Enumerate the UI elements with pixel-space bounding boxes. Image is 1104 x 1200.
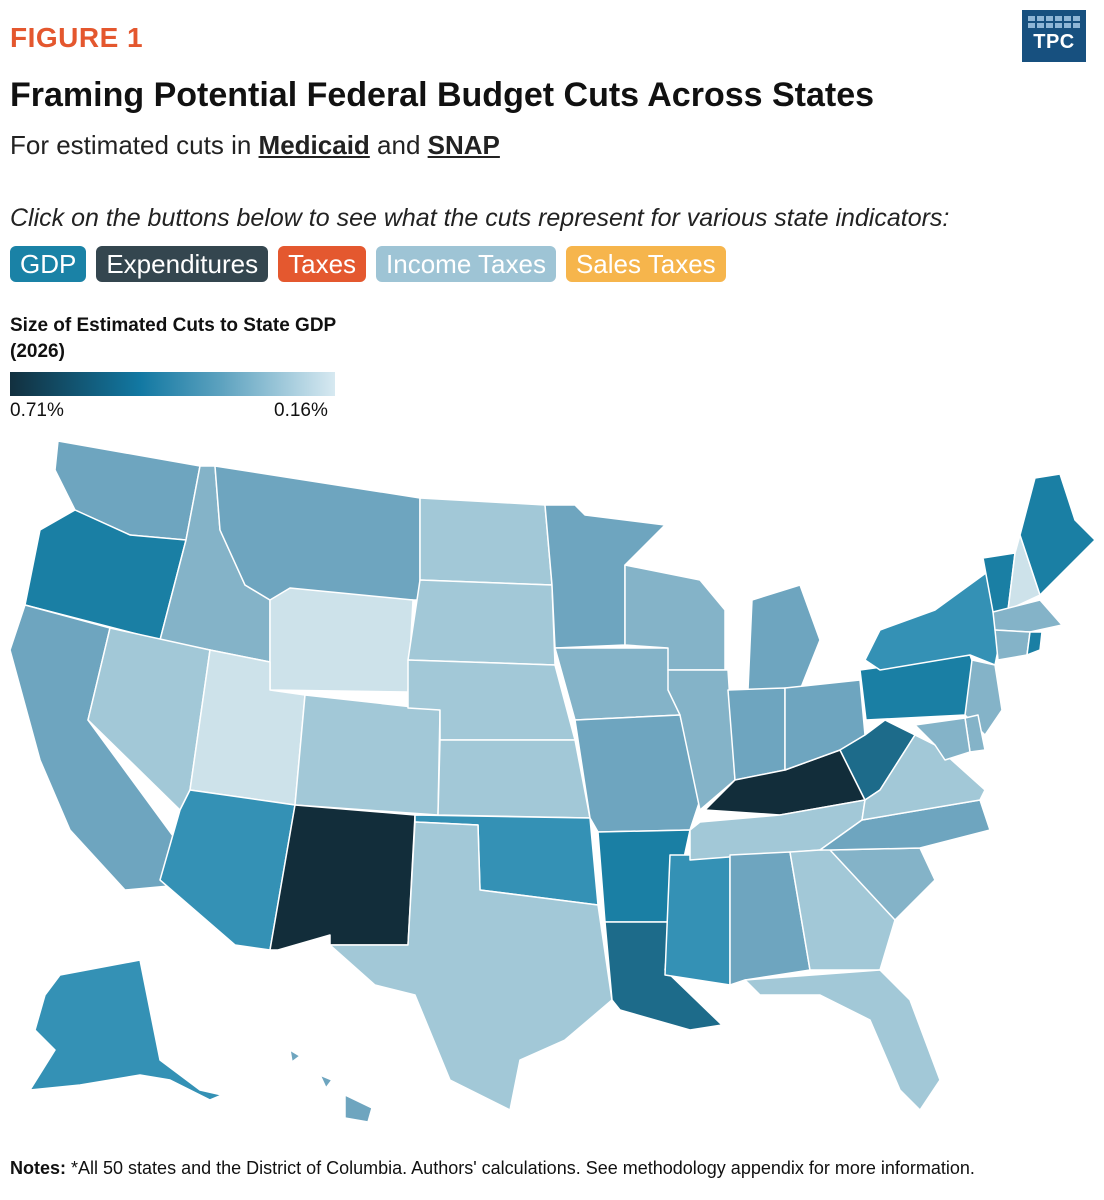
state-al[interactable] bbox=[729, 851, 811, 986]
taxes-button[interactable]: Taxes bbox=[278, 246, 367, 282]
state-nm[interactable] bbox=[269, 804, 416, 951]
state-ny[interactable] bbox=[864, 569, 1001, 671]
tpc-logo: TPC bbox=[1022, 10, 1086, 62]
state-hi[interactable] bbox=[289, 1049, 373, 1123]
legend-min-label: 0.71% bbox=[10, 400, 64, 421]
state-ri[interactable] bbox=[1026, 631, 1043, 656]
figure-label: FIGURE 1 bbox=[10, 22, 144, 53]
state-ma[interactable] bbox=[992, 599, 1063, 633]
legend-title: Size of Estimated Cuts to State GDP (202… bbox=[10, 315, 336, 362]
state-ms[interactable] bbox=[664, 854, 731, 986]
notes: Notes: *All 50 states and the District o… bbox=[10, 1158, 975, 1179]
state-me[interactable] bbox=[1019, 473, 1096, 596]
logo-text: TPC bbox=[1033, 31, 1075, 53]
logo-grid-icon bbox=[1028, 16, 1080, 28]
legend-gradient bbox=[10, 372, 335, 396]
chart-subtitle: For estimated cuts in Medicaid and SNAP bbox=[10, 130, 500, 161]
state-ia[interactable] bbox=[554, 647, 681, 721]
notes-text: *All 50 states and the District of Colum… bbox=[66, 1158, 975, 1178]
state-mo[interactable] bbox=[574, 714, 701, 833]
state-va[interactable] bbox=[861, 734, 986, 821]
state-co[interactable] bbox=[294, 694, 441, 816]
state-md[interactable] bbox=[914, 717, 971, 761]
instruction-text: Click on the buttons below to see what t… bbox=[10, 204, 950, 232]
state-wy[interactable] bbox=[269, 587, 414, 693]
snap-link[interactable]: SNAP bbox=[427, 130, 500, 160]
expenditures-button[interactable]: Expenditures bbox=[96, 246, 269, 282]
income-taxes-button[interactable]: Income Taxes bbox=[376, 246, 556, 282]
state-sd[interactable] bbox=[407, 579, 556, 666]
state-mt[interactable] bbox=[214, 465, 421, 601]
gdp-button[interactable]: GDP bbox=[10, 246, 87, 282]
sales-taxes-button[interactable]: Sales Taxes bbox=[565, 246, 726, 282]
state-in[interactable] bbox=[727, 687, 786, 781]
us-state-map bbox=[9, 440, 1096, 1123]
subtitle-prefix: For estimated cuts in bbox=[10, 130, 259, 160]
medicaid-link[interactable]: Medicaid bbox=[258, 130, 370, 160]
state-il[interactable] bbox=[667, 669, 736, 811]
state-ks[interactable] bbox=[437, 739, 591, 819]
subtitle-and: and bbox=[369, 130, 428, 160]
indicator-buttons: GDP Expenditures Taxes Income Taxes Sale… bbox=[10, 246, 726, 282]
state-fl[interactable] bbox=[744, 969, 941, 1111]
state-ct[interactable] bbox=[994, 629, 1031, 661]
state-mi[interactable] bbox=[747, 584, 821, 691]
state-tx[interactable] bbox=[329, 821, 613, 1111]
notes-label: Notes: bbox=[10, 1158, 67, 1178]
legend-max-label: 0.16% bbox=[274, 400, 328, 421]
chart-title: Framing Potential Federal Budget Cuts Ac… bbox=[10, 76, 875, 114]
state-ak[interactable] bbox=[29, 959, 223, 1101]
state-nd[interactable] bbox=[419, 497, 553, 586]
